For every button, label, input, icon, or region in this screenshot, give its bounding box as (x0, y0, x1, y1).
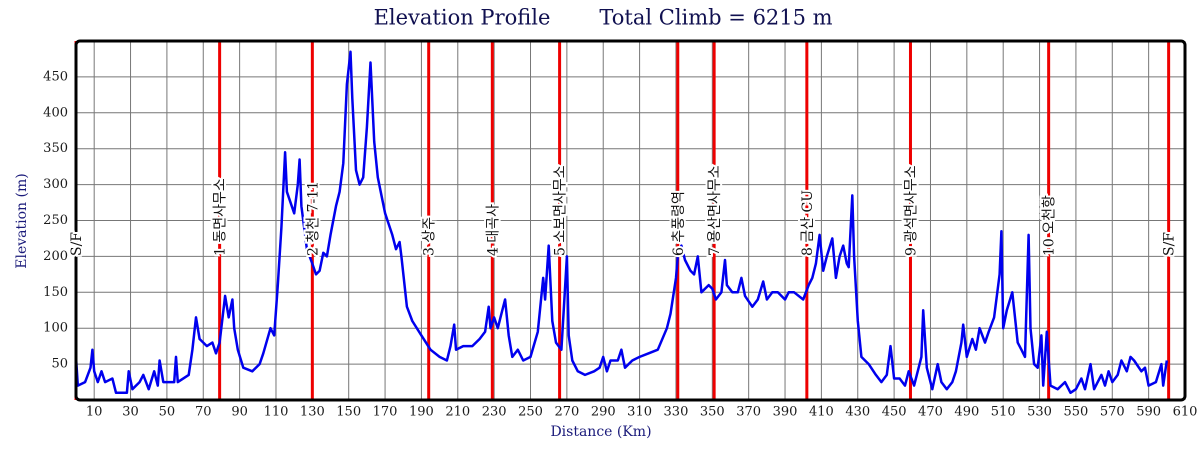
checkpoint-label: 5 소보면사무소 (553, 165, 569, 256)
checkpoint-label: 2 청천 7-11 (305, 181, 321, 256)
checkpoint-label: 7 용산면사무소 (707, 165, 723, 256)
x-axis-title: Distance (Km) (550, 424, 651, 440)
x-tick-label: 270 (554, 405, 579, 420)
x-tick-label: 590 (1136, 405, 1161, 420)
x-tick-label: 250 (518, 405, 543, 420)
checkpoint-label: 6 추풍령역 (671, 191, 687, 256)
y-tick-label: 450 (43, 69, 68, 84)
x-tick-label: 510 (991, 405, 1016, 420)
checkpoint-label: 4 대곡사 (485, 204, 501, 256)
chart-title: Elevation Profile (374, 6, 551, 30)
y-tick-label: 150 (43, 285, 68, 300)
x-tick-label: 550 (1064, 405, 1089, 420)
x-tick-label: 610 (1173, 405, 1198, 420)
checkpoint-label: 3 상주 (422, 217, 438, 256)
x-tick-label: 490 (954, 405, 979, 420)
x-tick-label: 90 (231, 405, 248, 420)
plot-frame (74, 39, 1187, 402)
x-tick-label: 190 (409, 405, 434, 420)
x-tick-label: 210 (445, 405, 470, 420)
checkpoint-label: 8 금산 CU (800, 190, 816, 256)
x-tick-label: 370 (736, 405, 761, 420)
chart-subtitle: Total Climb = 6215 m (599, 6, 832, 30)
x-tick-label: 450 (882, 405, 907, 420)
x-tick-label: 70 (195, 405, 212, 420)
checkpoint-label: S/F (1162, 232, 1178, 256)
y-tick-label: 100 (43, 321, 68, 336)
x-tick-label: 330 (664, 405, 689, 420)
checkpoint-label: S/F (69, 232, 85, 256)
x-tick-label: 150 (336, 405, 361, 420)
y-tick-label: 200 (43, 249, 68, 264)
x-tick-label: 130 (300, 405, 325, 420)
x-tick-label: 10 (86, 405, 103, 420)
x-tick-label: 170 (373, 405, 398, 420)
x-tick-label: 410 (809, 405, 834, 420)
y-tick-label: 250 (43, 213, 68, 228)
y-tick-label: 350 (43, 141, 68, 156)
x-tick-label: 290 (591, 405, 616, 420)
x-tick-label: 470 (918, 405, 943, 420)
checkpoint-label: 1 동면사무소 (213, 178, 229, 256)
y-tick-label: 300 (43, 177, 68, 192)
y-tick-label: 400 (43, 105, 68, 120)
x-tick-label: 50 (159, 405, 176, 420)
checkpoint-label: 9 광석면사무소 (903, 165, 919, 256)
elevation-line (74, 50, 1169, 395)
x-tick-label: 30 (122, 405, 139, 420)
y-axis-title: Elevation (m) (14, 173, 30, 268)
x-tick-label: 570 (1100, 405, 1125, 420)
checkpoint-label: 10 오천항 (1042, 195, 1058, 256)
y-tick-label: 50 (51, 357, 68, 372)
x-tick-label: 350 (700, 405, 725, 420)
x-tick-label: 230 (482, 405, 507, 420)
x-tick-label: 430 (845, 405, 870, 420)
x-tick-label: 530 (1027, 405, 1052, 420)
x-tick-label: 110 (264, 405, 289, 420)
x-tick-label: 310 (627, 405, 652, 420)
x-tick-label: 390 (773, 405, 798, 420)
